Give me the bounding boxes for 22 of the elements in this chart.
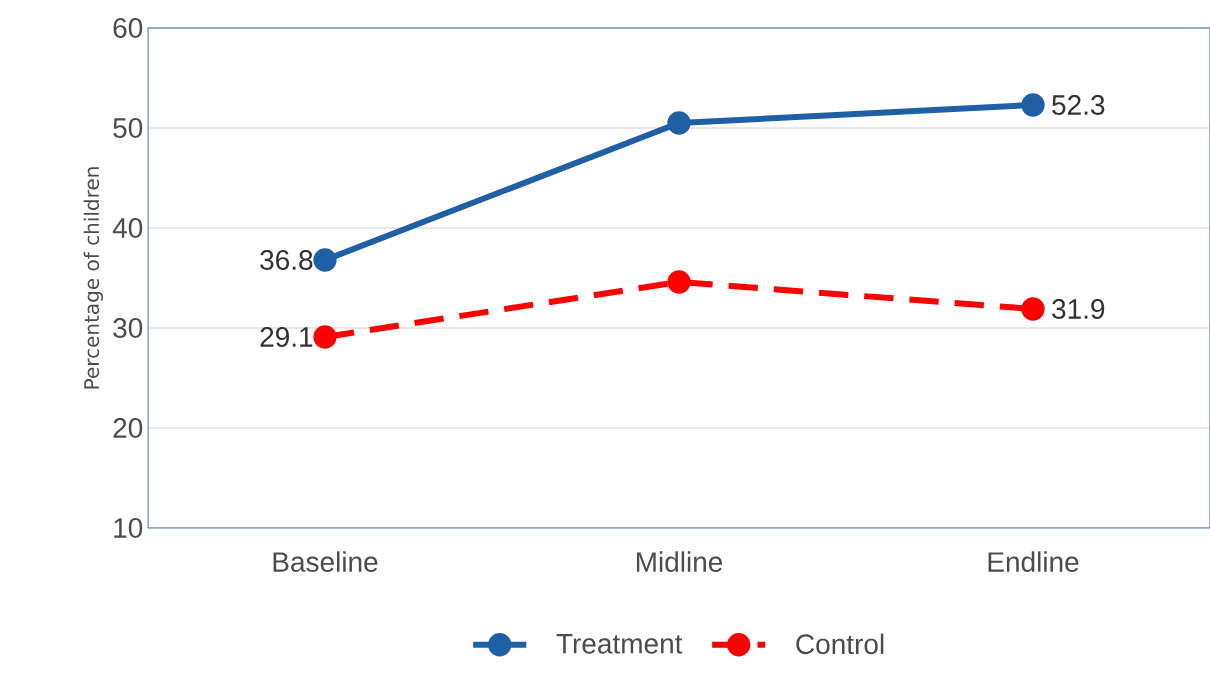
legend-label: Treatment: [556, 634, 683, 654]
x-tick-label: Baseline: [273, 551, 378, 572]
y-tick-label: 50: [113, 118, 143, 138]
x-tick-label: Endline: [988, 551, 1079, 572]
point: [313, 248, 337, 272]
y-tick-label: 10: [114, 518, 143, 538]
point: [1021, 297, 1045, 321]
data-label: 52.3: [1052, 95, 1105, 115]
legend-label: Control: [796, 633, 884, 655]
x-tick-label: Midline: [636, 551, 723, 572]
y-tick-label: 20: [113, 418, 143, 438]
point: [667, 270, 691, 294]
y-tick-label: 60: [113, 18, 143, 38]
y-tick-label: 40: [112, 218, 143, 238]
point: [667, 111, 691, 135]
data-label: 29.1: [260, 327, 313, 347]
y-axis-title: Percentage of children: [83, 167, 103, 389]
y-tick-label: 30: [113, 318, 143, 338]
point: [313, 325, 337, 349]
data-label: 31.9: [1052, 299, 1105, 319]
point: [1021, 93, 1045, 117]
data-label: 36.8: [260, 250, 313, 270]
